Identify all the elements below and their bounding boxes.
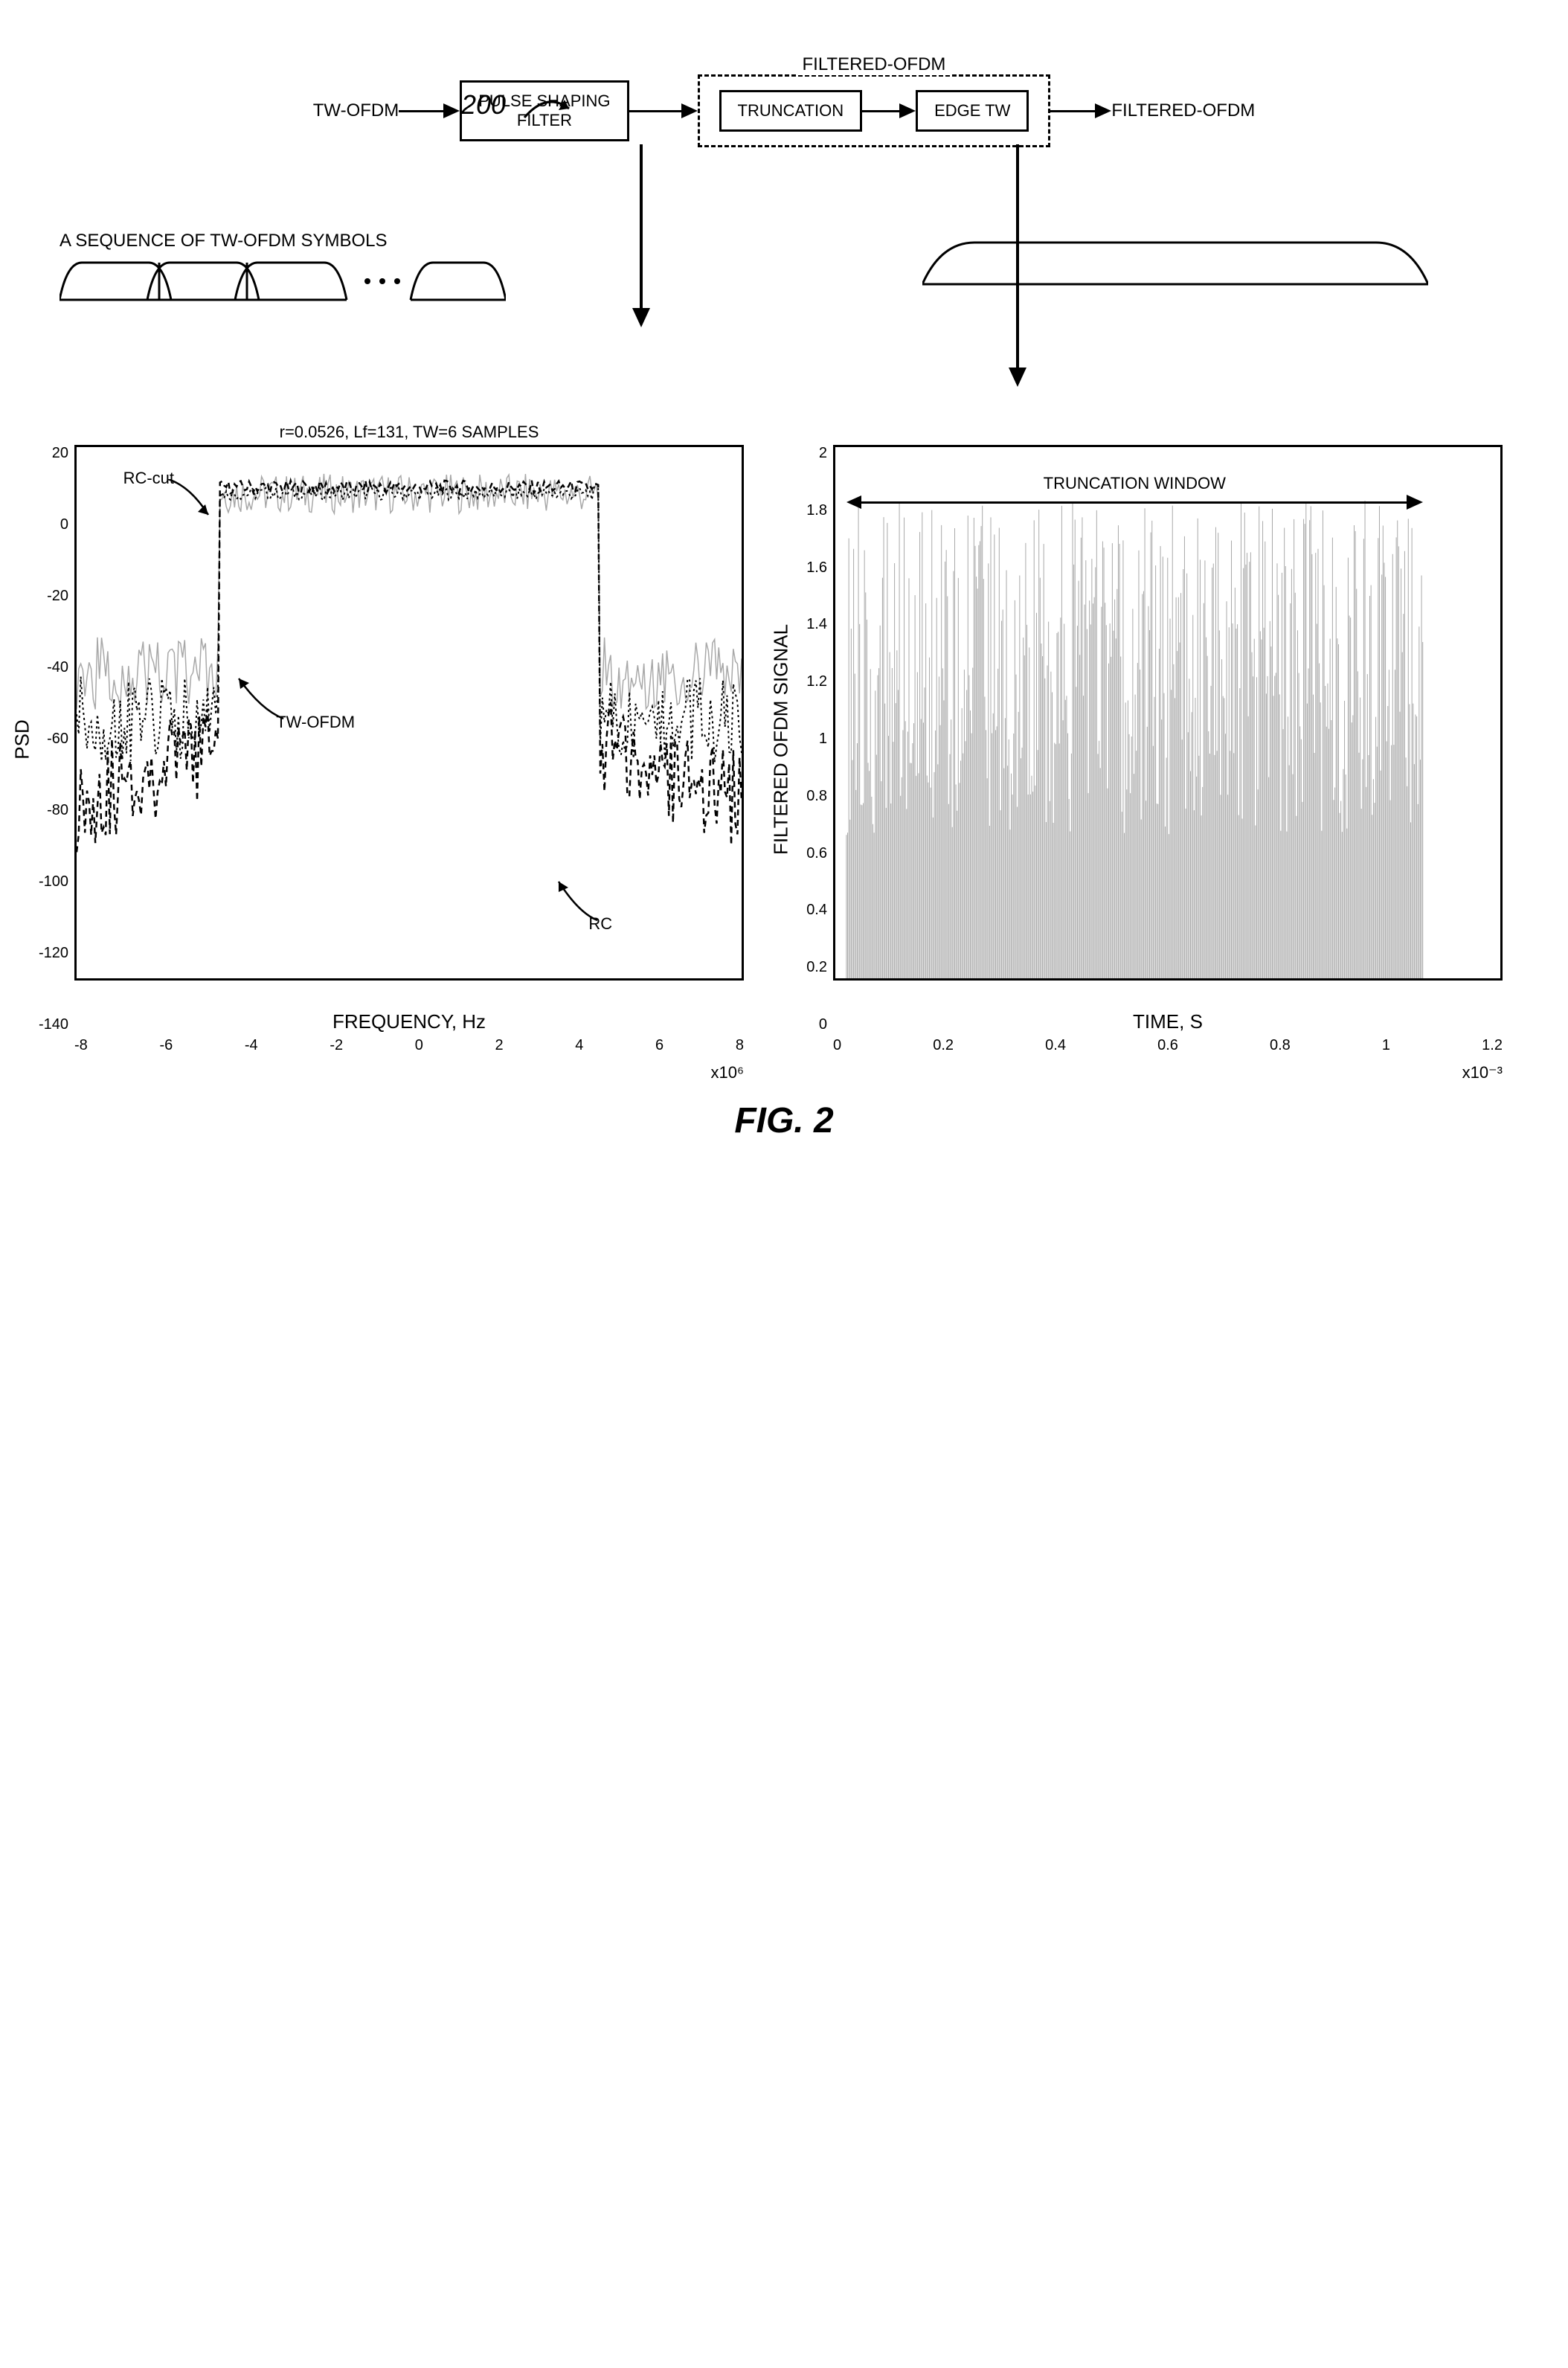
psd-xscale: x10⁶ <box>710 1063 744 1082</box>
time-ylabel: FILTERED OFDM SIGNAL <box>770 623 793 854</box>
signal-flow-diagram: TW-OFDM PULSE SHAPING FILTER FILTERED-OF… <box>30 74 1538 147</box>
tw-ofdm-annotation: TW-OFDM <box>276 713 355 732</box>
down-arrow-psd <box>632 144 650 327</box>
time-xticks: 00.20.40.60.811.2 <box>833 1037 1503 1054</box>
arrow-trunc-to-edge <box>862 103 916 118</box>
output-label: FILTERED-OFDM <box>1111 100 1255 121</box>
psd-plot-area <box>77 447 742 978</box>
truncation-window-shape <box>922 238 1428 290</box>
psd-xticks: -8-6-4-202468 <box>74 1037 744 1054</box>
psd-chart: r=0.0526, Lf=131, TW=6 SAMPLES PSD RC-cu… <box>74 445 744 1033</box>
truncation-box: TRUNCATION <box>719 90 863 132</box>
psd-xlabel: FREQUENCY, Hz <box>74 1010 744 1033</box>
figure-caption: FIG. 2 <box>30 1100 1538 1141</box>
psd-ylabel: PSD <box>11 719 34 759</box>
rc-annotation: RC <box>588 914 612 934</box>
group-title: FILTERED-OFDM <box>798 54 951 75</box>
psd-yticks: 200-20-40-60-80-100-120-140 <box>39 445 68 1033</box>
filtered-ofdm-group: FILTERED-OFDM TRUNCATION EDGE TW <box>698 74 1051 147</box>
edge-tw-box: EDGE TW <box>916 90 1029 132</box>
truncation-window-arrow: TRUNCATION WINDOW <box>846 495 1423 510</box>
time-xlabel: TIME, S <box>833 1010 1503 1033</box>
input-label: TW-OFDM <box>313 100 399 121</box>
arrow-out <box>1050 103 1111 118</box>
arrow-into-group <box>629 103 698 118</box>
down-arrow-time <box>1009 144 1026 387</box>
time-chart: FILTERED OFDM SIGNAL TRUNCATION WINDOW 2… <box>833 445 1503 1033</box>
arrow-into-pulse <box>399 103 460 118</box>
ref-arc <box>521 95 573 125</box>
tw-symbol-sequence: A SEQUENCE OF TW-OFDM SYMBOLS <box>60 231 506 304</box>
time-yticks: 21.81.61.41.210.80.60.40.20 <box>797 445 827 1033</box>
psd-title: r=0.0526, Lf=131, TW=6 SAMPLES <box>280 423 539 442</box>
time-xscale: x10⁻³ <box>1462 1063 1503 1082</box>
figure-reference-number: 200 <box>461 89 506 121</box>
rc-cut-annotation: RC-cut <box>123 469 174 488</box>
tw-symbols-glyph <box>60 259 506 304</box>
time-plot-area <box>835 447 1500 978</box>
